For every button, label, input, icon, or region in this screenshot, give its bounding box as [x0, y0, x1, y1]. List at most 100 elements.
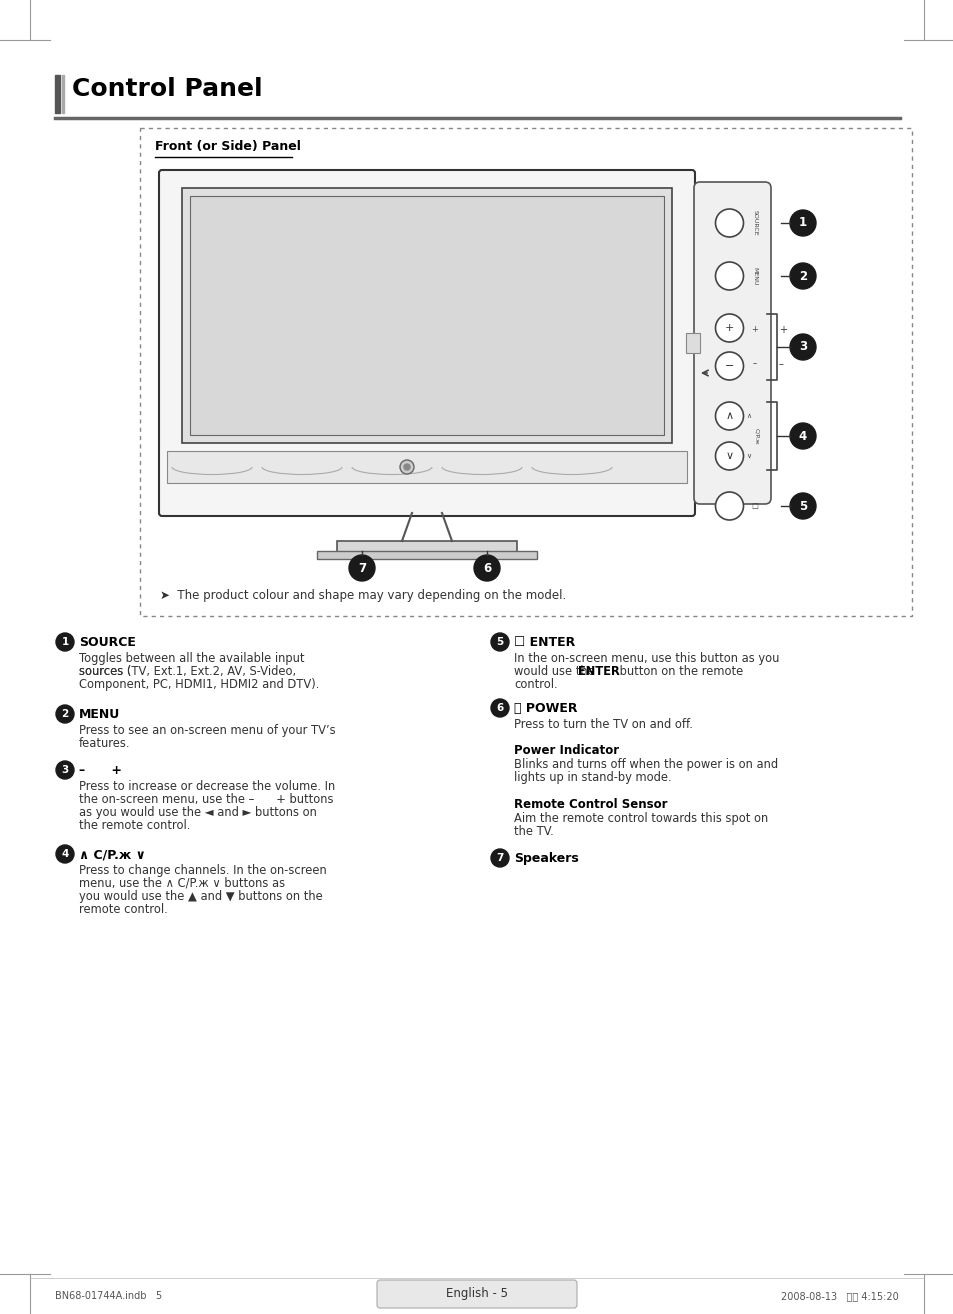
Text: ➤  The product colour and shape may vary depending on the model.: ➤ The product colour and shape may vary … — [160, 590, 566, 603]
Text: ENTER: ENTER — [578, 665, 619, 678]
Bar — [336, 541, 517, 553]
Text: −: − — [724, 361, 734, 371]
Text: –: – — [752, 360, 757, 368]
Text: Press to see an on-screen menu of your TV’s: Press to see an on-screen menu of your T… — [79, 724, 335, 737]
Circle shape — [789, 334, 815, 360]
Text: MENU: MENU — [79, 708, 120, 721]
Text: Press to change channels. In the on-screen: Press to change channels. In the on-scre… — [79, 865, 327, 876]
Bar — [190, 196, 663, 435]
Text: ∧: ∧ — [724, 411, 733, 420]
FancyBboxPatch shape — [376, 1280, 577, 1307]
FancyBboxPatch shape — [159, 170, 695, 516]
Text: button on the remote: button on the remote — [616, 665, 742, 678]
Text: the TV.: the TV. — [514, 825, 553, 838]
Circle shape — [491, 699, 509, 717]
Text: 4: 4 — [61, 849, 69, 859]
Text: ∨: ∨ — [724, 451, 733, 461]
Text: 3: 3 — [798, 340, 806, 353]
Bar — [685, 332, 700, 353]
Text: 6: 6 — [482, 561, 491, 574]
Text: English - 5: English - 5 — [446, 1288, 507, 1301]
Text: SOURCE: SOURCE — [752, 210, 757, 235]
Text: BN68-01744A.indb   5: BN68-01744A.indb 5 — [55, 1290, 162, 1301]
Text: 2: 2 — [798, 269, 806, 283]
Circle shape — [403, 464, 410, 470]
Circle shape — [399, 460, 414, 474]
Text: Aim the remote control towards this spot on: Aim the remote control towards this spot… — [514, 812, 767, 825]
Text: ∨: ∨ — [745, 453, 751, 459]
Text: 6: 6 — [496, 703, 503, 714]
Text: 5: 5 — [496, 637, 503, 646]
Text: In the on-screen menu, use this button as you: In the on-screen menu, use this button a… — [514, 652, 779, 665]
Text: features.: features. — [79, 737, 131, 750]
Bar — [140, 127, 911, 616]
Text: 2008-08-13   오후 4:15:20: 2008-08-13 오후 4:15:20 — [781, 1290, 898, 1301]
Text: 1: 1 — [798, 217, 806, 230]
Circle shape — [789, 493, 815, 519]
Text: Speakers: Speakers — [514, 851, 578, 865]
Bar — [167, 451, 686, 484]
Circle shape — [715, 352, 742, 380]
Text: lights up in stand-by mode.: lights up in stand-by mode. — [514, 771, 671, 784]
Text: menu, use the ∧ C/P.ж ∨ buttons as: menu, use the ∧ C/P.ж ∨ buttons as — [79, 876, 285, 890]
Circle shape — [56, 761, 74, 779]
Text: control.: control. — [514, 678, 558, 691]
Bar — [316, 551, 537, 558]
Bar — [62, 75, 64, 113]
Text: as you would use the ◄ and ► buttons on: as you would use the ◄ and ► buttons on — [79, 805, 316, 819]
Text: SOURCE: SOURCE — [79, 636, 135, 649]
Text: ∧: ∧ — [745, 413, 751, 419]
Circle shape — [789, 210, 815, 237]
Circle shape — [56, 845, 74, 863]
Text: –: – — [779, 359, 783, 369]
Text: 3: 3 — [61, 765, 69, 775]
Text: 1: 1 — [61, 637, 69, 646]
Text: Front (or Side) Panel: Front (or Side) Panel — [154, 141, 300, 152]
Text: ​Component​, ​PC​, ​HDMI1​, ​HDMI2​ and ​DTV​).: ​Component​, ​PC​, ​HDMI1​, ​HDMI2​ and … — [79, 678, 319, 691]
Text: 2: 2 — [61, 710, 69, 719]
Text: you would use the ▲ and ▼ buttons on the: you would use the ▲ and ▼ buttons on the — [79, 890, 322, 903]
Circle shape — [789, 263, 815, 289]
Text: Press to increase or decrease the volume. In: Press to increase or decrease the volume… — [79, 781, 335, 794]
Text: 5: 5 — [798, 499, 806, 512]
Text: 4: 4 — [798, 430, 806, 443]
Text: –      +: – + — [79, 763, 122, 777]
Circle shape — [715, 402, 742, 430]
Text: ☐ ENTER: ☐ ENTER — [514, 636, 575, 649]
Circle shape — [715, 491, 742, 520]
Text: would use the: would use the — [514, 665, 598, 678]
Bar — [182, 188, 671, 443]
Circle shape — [715, 209, 742, 237]
Text: Remote Control Sensor: Remote Control Sensor — [514, 798, 667, 811]
Circle shape — [789, 423, 815, 449]
Circle shape — [491, 849, 509, 867]
Circle shape — [349, 555, 375, 581]
Circle shape — [491, 633, 509, 650]
Circle shape — [715, 442, 742, 470]
Circle shape — [474, 555, 499, 581]
Text: 7: 7 — [496, 853, 503, 863]
Circle shape — [715, 261, 742, 290]
Text: ☐: ☐ — [751, 502, 758, 511]
Text: sources (​TV​, ​Ext.1​, ​Ext.2​, ​AV​, ​S-Video​,: sources (​TV​, ​Ext.1​, ​Ext.2​, ​AV​, ​… — [79, 665, 295, 678]
Text: the on-screen menu, use the –      + buttons: the on-screen menu, use the – + buttons — [79, 794, 334, 805]
Text: remote control.: remote control. — [79, 903, 168, 916]
Text: C/P.ж: C/P.ж — [754, 427, 759, 444]
FancyBboxPatch shape — [693, 183, 770, 505]
Text: the remote control.: the remote control. — [79, 819, 191, 832]
Text: Blinks and turns off when the power is on and: Blinks and turns off when the power is o… — [514, 758, 778, 771]
Bar — [55, 75, 60, 113]
Circle shape — [56, 633, 74, 650]
Text: +: + — [751, 326, 758, 335]
Text: Power Indicator: Power Indicator — [514, 744, 618, 757]
Circle shape — [715, 314, 742, 342]
Text: sources (: sources ( — [79, 665, 132, 678]
Text: ⏻ POWER: ⏻ POWER — [514, 702, 577, 715]
Text: Toggles between all the available input: Toggles between all the available input — [79, 652, 304, 665]
Text: MENU: MENU — [752, 267, 757, 285]
Text: Press to turn the TV on and off.: Press to turn the TV on and off. — [514, 717, 692, 731]
Text: +: + — [779, 325, 786, 335]
Text: Control Panel: Control Panel — [71, 78, 262, 101]
Circle shape — [56, 706, 74, 723]
Text: 7: 7 — [357, 561, 366, 574]
